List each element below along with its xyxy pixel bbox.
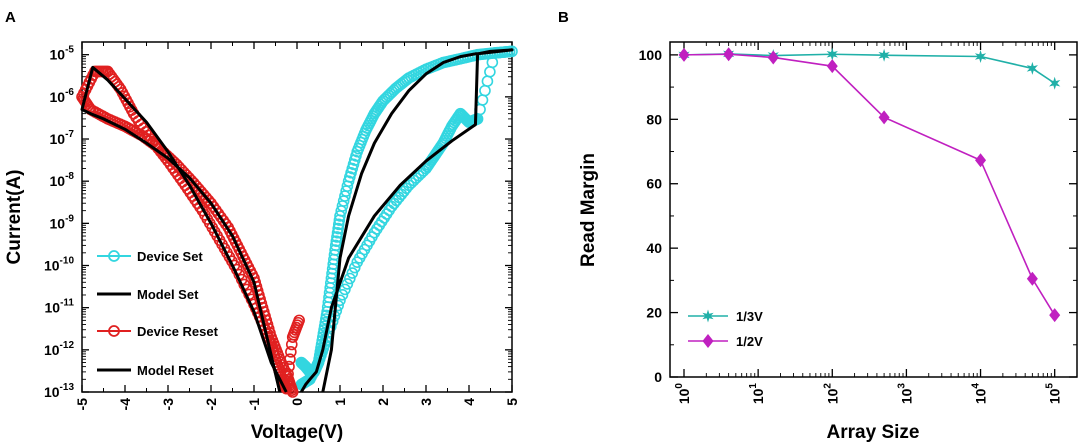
device-set-point (329, 244, 341, 256)
panel-b-y-tick-label: 0 (654, 369, 662, 385)
model-reset-line (80, 65, 288, 393)
panel-b-y-tick-label: 20 (646, 305, 662, 321)
one-third-v-line (683, 53, 1056, 84)
panel-b-y-tick-label: 80 (646, 111, 662, 127)
one-half-v-point (1026, 271, 1038, 286)
device-set-point (341, 278, 354, 290)
panel-a-x-tick-label: 3 (418, 398, 434, 406)
panel-a-series (76, 45, 518, 398)
panel-a-x-tick-label: -3 (160, 398, 176, 411)
device-set-point (481, 75, 494, 88)
legend-label-one-half-v: 1/2V (736, 334, 763, 349)
panel-b-y-axis-title: Read Margin (578, 153, 599, 267)
panel-a-y-tick-label: 10-13 (44, 382, 74, 400)
legend-marker-one-third-v (702, 309, 714, 323)
device-set-point (324, 320, 337, 333)
device-set-point (339, 283, 351, 296)
device-set-point (330, 235, 343, 247)
panel-b-ticks: 100 101 102 103 104 105 0 20 40 60 80 100 (639, 42, 1077, 404)
device-set-point (331, 226, 344, 239)
panel-a-y-tick-label: 10-7 (50, 129, 75, 147)
device-set-point (331, 231, 343, 243)
panel-b-x-tick-label: 103 (896, 383, 914, 405)
panel-a-y-tick-label: 10-10 (44, 256, 74, 274)
one-third-v-point (826, 47, 838, 61)
legend-label-device-set: Device Set (137, 249, 203, 264)
panel-a-y-tick-label: 10-11 (45, 298, 75, 316)
panel-b-y-tick-label: 40 (646, 240, 662, 256)
panel-b-y-tick-label: 60 (646, 176, 662, 192)
panel-b-x-tick-label: 105 (1045, 383, 1063, 405)
device-set-point (346, 267, 359, 279)
panel-a-x-tick-label: 2 (375, 398, 391, 406)
device-reset-point (283, 360, 295, 373)
legend-marker-device-reset (108, 325, 120, 337)
panel-b-x-tick-label: 104 (971, 383, 989, 405)
device-set-point (344, 272, 356, 285)
panel-b: B 100 101 102 103 104 105 0 20 40 60 80 100 1/3V 1/… (558, 9, 1078, 443)
panel-a-ticks: -5 -4 -3 -2 -1 0 1 2 3 4 5 10-13 10-12 10-11 10-10 10-9… (44, 42, 520, 410)
device-reset-point (280, 382, 293, 395)
panel-b-x-axis-title: Array Size (827, 422, 920, 443)
legend-marker-device-set (108, 250, 120, 262)
panel-b-plot-frame (669, 41, 1078, 378)
one-half-v-line (683, 53, 1056, 316)
panel-a-y-tick-label: 10-6 (50, 87, 75, 105)
device-reset-point (285, 346, 297, 358)
device-set-point (479, 84, 491, 97)
one-third-v-point (1026, 61, 1038, 75)
panel-a-y-axis-title: Current(A) (4, 170, 25, 265)
device-set-point (332, 222, 344, 235)
device-set-point (351, 256, 364, 268)
one-third-v-point (1049, 76, 1061, 90)
one-half-v-point (723, 47, 735, 62)
panel-a-x-tick-label: -1 (246, 398, 262, 411)
panel-a-legend: Device Set Model Set Device Reset Model … (97, 249, 219, 378)
one-half-v-point (1049, 308, 1061, 323)
panel-a-y-tick-label: 10-12 (44, 340, 74, 358)
legend-label-device-reset: Device Reset (137, 324, 219, 339)
panel-a-y-tick-label: 10-5 (50, 45, 75, 63)
panel-b-x-tick-label: 102 (822, 383, 840, 405)
panel-a-x-tick-label: 0 (289, 398, 305, 406)
panel-a-x-tick-label: 1 (332, 398, 348, 406)
one-half-v-point (767, 50, 779, 65)
panel-a-y-tick-label: 10-8 (50, 171, 75, 189)
panel-a-letter: A (5, 9, 16, 26)
legend-label-model-set: Model Set (137, 287, 199, 302)
one-third-v-point (878, 48, 890, 62)
panel-b-x-tick-label: 100 (674, 383, 692, 405)
device-set-point (329, 239, 342, 252)
panel-a-x-axis-title: Voltage(V) (251, 422, 344, 443)
device-set-point (476, 94, 489, 106)
one-half-v-point (826, 59, 838, 74)
panel-a: A -5 -4 -3 -2 -1 0 1 2 3 4 5 10-13 10-12 10-11 10-10 10… (4, 9, 520, 443)
device-set-point (484, 65, 496, 78)
panel-b-legend: 1/3V 1/2V (688, 309, 763, 349)
panel-b-y-tick-label: 100 (639, 47, 663, 63)
panel-a-y-tick-label: 10-9 (50, 213, 75, 231)
panel-b-series (678, 47, 1061, 323)
device-set-point (348, 261, 361, 274)
panel-b-letter: B (558, 9, 569, 26)
device-reset-point (282, 368, 294, 380)
legend-label-one-third-v: 1/3V (736, 309, 763, 324)
device-set-point (332, 218, 345, 231)
panel-a-x-tick-label: 4 (461, 398, 477, 406)
panel-a-x-tick-label: -4 (117, 398, 133, 411)
legend-label-model-reset: Model Reset (137, 363, 214, 378)
model-set-line (300, 48, 514, 393)
device-reset-point (293, 314, 305, 327)
one-half-v-point (878, 110, 890, 125)
panel-b-x-tick-label: 101 (748, 383, 766, 405)
panel-a-x-tick-label: -5 (74, 398, 90, 411)
one-third-v-point (974, 50, 987, 63)
device-reset-point (284, 353, 296, 366)
one-half-v-point (975, 153, 987, 168)
panel-a-x-tick-label: -2 (203, 398, 219, 411)
panel-a-x-tick-label: 5 (504, 398, 520, 406)
one-half-v-point (678, 47, 690, 62)
legend-marker-one-half-v (702, 334, 714, 348)
